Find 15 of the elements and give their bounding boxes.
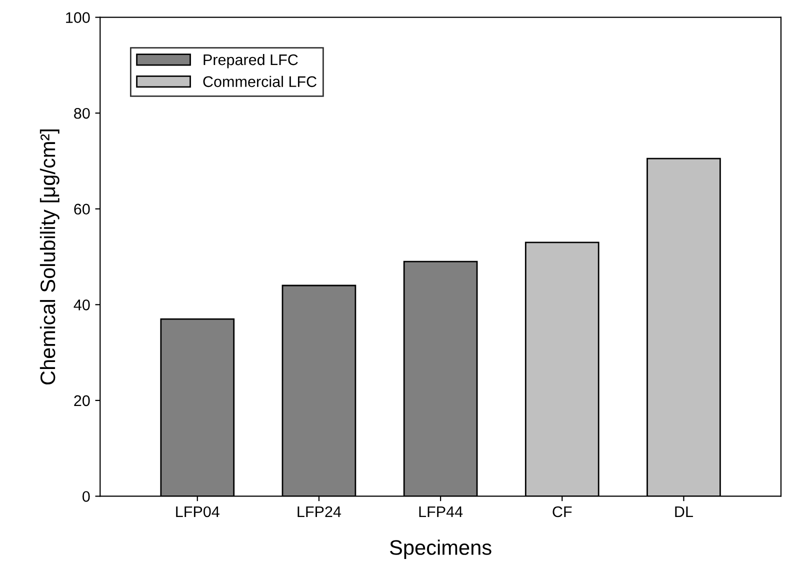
x-axis-title: Specimens xyxy=(390,540,492,560)
x-tick-label: DL xyxy=(675,506,693,518)
y-tick-label: 40 xyxy=(74,300,90,310)
x-tick-label: CF xyxy=(552,506,572,518)
y-tick-label: 20 xyxy=(74,395,90,406)
legend-label: Prepared LFC xyxy=(204,54,298,68)
y-axis-title: Chemical Solubility [μg/cm²] xyxy=(40,130,60,384)
y-tick-label: 60 xyxy=(74,204,90,215)
legend-label: Commercial LFC xyxy=(203,76,316,88)
y-tick-label: 100 xyxy=(66,12,90,23)
x-tick-label: LFP04 xyxy=(176,506,220,518)
y-tick-label: 80 xyxy=(74,108,90,119)
x-tick-label: LFP44 xyxy=(419,506,463,518)
x-tick-label: LFP24 xyxy=(298,506,342,518)
y-tick-label: 0 xyxy=(82,491,90,502)
